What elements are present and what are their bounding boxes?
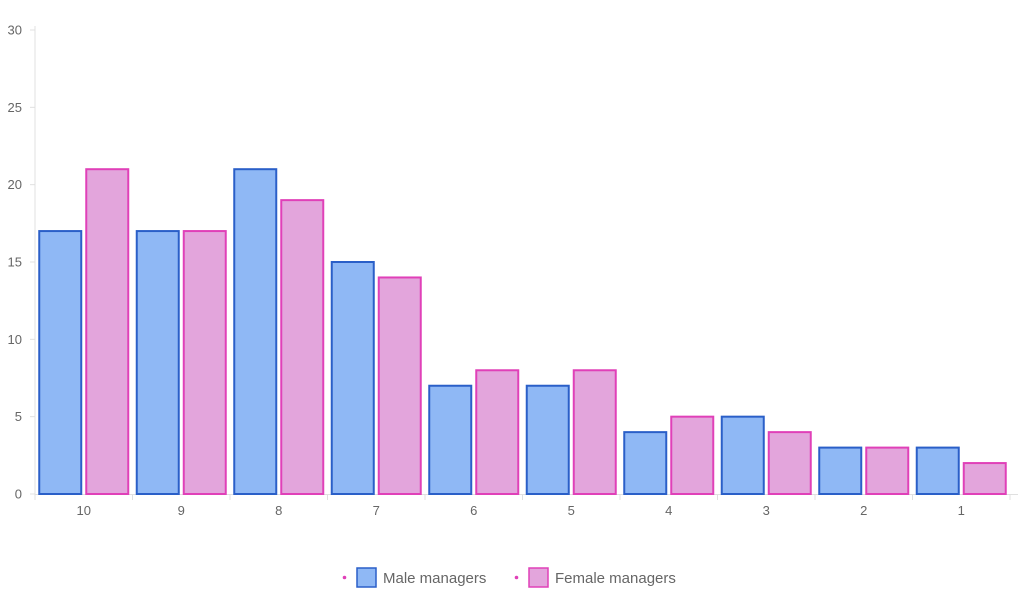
- bar-female-6[interactable]: [475, 369, 520, 495]
- bar-male-8[interactable]: [233, 168, 278, 495]
- bar-female-7[interactable]: [377, 276, 422, 496]
- bar-male-3[interactable]: [720, 415, 765, 495]
- x-tick-label: 3: [763, 503, 770, 518]
- bars: [38, 168, 1007, 496]
- legend-dot-female: [514, 575, 519, 580]
- legend-item-male[interactable]: Male managers: [342, 567, 487, 588]
- bar-male-2[interactable]: [818, 446, 863, 496]
- x-tick-label: 1: [958, 503, 965, 518]
- x-tick-label: 2: [860, 503, 867, 518]
- y-tick-label: 25: [8, 100, 22, 115]
- x-tick-label: 7: [373, 503, 380, 518]
- bar-male-7[interactable]: [330, 261, 375, 495]
- bar-female-4[interactable]: [670, 415, 715, 495]
- x-tick-label: 10: [77, 503, 91, 518]
- bar-male-9[interactable]: [135, 230, 180, 495]
- bar-male-10[interactable]: [38, 230, 83, 495]
- y-tick-label: 5: [15, 409, 22, 424]
- x-axis-ticks: 10 9 8 7 6 5 4 3 2 1: [34, 494, 1011, 518]
- bar-male-4[interactable]: [623, 431, 668, 495]
- bar-male-1[interactable]: [915, 446, 960, 496]
- legend-dot-male: [342, 575, 347, 580]
- bar-female-9[interactable]: [182, 230, 227, 495]
- bar-female-3[interactable]: [767, 431, 812, 495]
- legend: Male managers Female managers: [342, 567, 676, 588]
- bar-female-10[interactable]: [85, 168, 130, 495]
- y-tick-label: 15: [8, 255, 22, 270]
- bar-female-1[interactable]: [962, 462, 1007, 496]
- x-tick-label: 5: [568, 503, 575, 518]
- bar-female-2[interactable]: [865, 446, 910, 496]
- bar-male-6[interactable]: [428, 384, 473, 496]
- bar-female-8[interactable]: [280, 199, 325, 495]
- y-tick-label: 10: [8, 332, 22, 347]
- y-tick-label: 20: [8, 177, 22, 192]
- legend-item-female[interactable]: Female managers: [514, 567, 676, 588]
- x-tick-label: 8: [275, 503, 282, 518]
- y-axis-ticks: 0 5 10 15 20 25 30: [8, 23, 35, 502]
- y-tick-label: 0: [15, 487, 22, 502]
- x-tick-label: 9: [178, 503, 185, 518]
- legend-label-male: Male managers: [383, 570, 486, 587]
- x-tick-label: 6: [470, 503, 477, 518]
- bar-male-5[interactable]: [525, 384, 570, 496]
- bar-female-5[interactable]: [572, 369, 617, 495]
- legend-swatch-female: [528, 567, 549, 588]
- legend-label-female: Female managers: [555, 570, 676, 587]
- y-tick-label: 30: [8, 23, 22, 38]
- legend-swatch-male: [356, 567, 377, 588]
- x-tick-label: 4: [665, 503, 672, 518]
